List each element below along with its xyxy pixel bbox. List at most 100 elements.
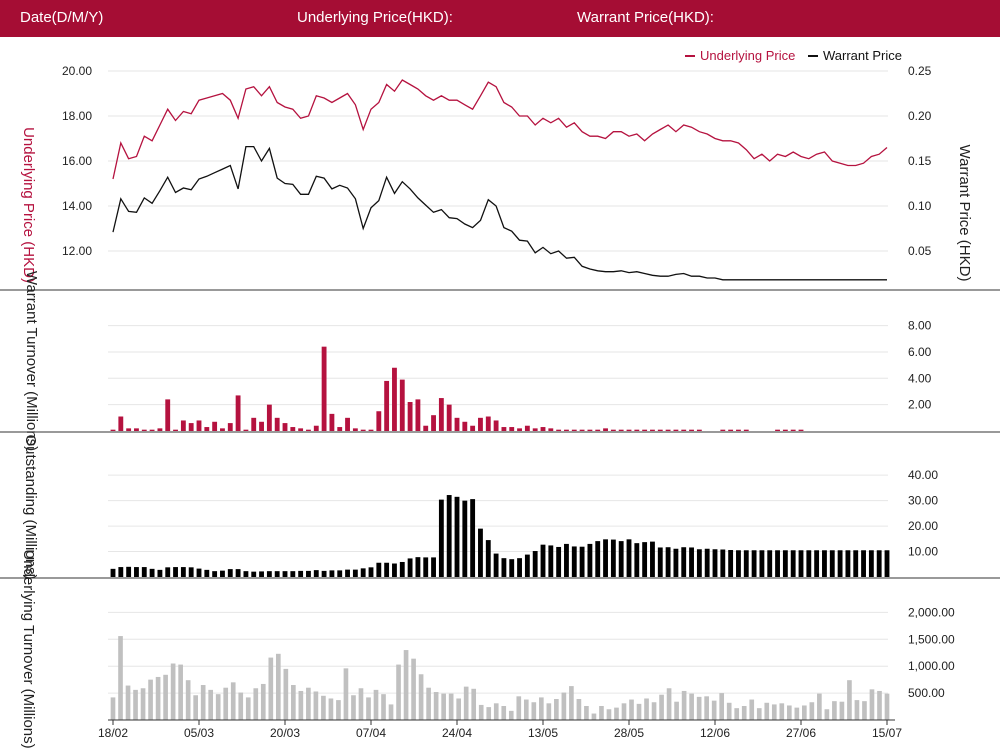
underlying-turnover-bar [854, 700, 860, 720]
y-tick-label: 2,000.00 [908, 605, 955, 619]
warrant-turnover-bar [196, 420, 202, 431]
underlying-turnover-bar [802, 705, 807, 720]
underlying-turnover-bar [441, 693, 446, 720]
x-tick-label: 15/07 [872, 726, 902, 740]
underlying-turnover-bar [260, 683, 266, 720]
warrant-turnover-bar [603, 428, 608, 431]
outstanding-bar [767, 550, 773, 577]
outstanding-bar [384, 562, 390, 577]
warrant-turnover-bar [337, 427, 343, 431]
outstanding-bar [837, 550, 843, 577]
warrant-turnover-bar [431, 415, 436, 431]
warrant-turnover-bar [438, 398, 444, 431]
underlying-turnover-bar [133, 689, 138, 720]
price-panel-grid [108, 70, 888, 252]
underlying-turnover-bar [659, 694, 664, 720]
warrant-turnover-bar [141, 429, 147, 431]
outstanding-bar [376, 562, 382, 577]
outstanding-bar [681, 547, 687, 577]
underlying-turnover-bar [200, 685, 206, 720]
warrant-turnover-bar [399, 379, 405, 431]
warrant-price-axis: 0.05 0.10 0.15 0.20 0.25 [908, 64, 932, 258]
underlying-turnover-bar [306, 687, 311, 720]
warrant-turnover-bar [204, 427, 210, 431]
outstanding-bar [360, 568, 366, 577]
outstanding-bar [220, 570, 225, 577]
underlying-turnover-bar [756, 708, 762, 720]
underlying-turnover-bar [275, 653, 281, 720]
underlying-turnover-bar [148, 679, 153, 720]
warrant-turnover-bar [266, 404, 272, 431]
underlying-turnover-bar [351, 695, 356, 720]
warrant-turnover-bar [251, 417, 257, 431]
outstanding-bar [118, 567, 124, 577]
warrant-turnover-axis: 2.00 4.00 6.00 8.00 [908, 319, 932, 412]
underlying-turnover-bar [704, 696, 709, 720]
underlying-turnover-bar [501, 706, 507, 720]
warrant-turnover-bar [180, 420, 186, 431]
outstanding-bar [673, 548, 679, 577]
warrant-turnover-bar [556, 429, 562, 431]
warrant-turnover-bar [118, 416, 124, 431]
x-tick-label: 20/03 [270, 726, 300, 740]
warrant-price-label: Warrant Price(HKD): [577, 9, 714, 26]
underlying-turnover-bar [621, 703, 627, 720]
underlying-turnover-axis: 500.00 1,000.00 1,500.00 2,000.00 [908, 605, 955, 700]
underlying-turnover-bar [546, 703, 552, 720]
x-tick-label: 27/06 [786, 726, 816, 740]
underlying-turnover-bar [110, 697, 116, 720]
underlying-turnover-bar [396, 664, 401, 720]
underlying-turnover-bar [516, 696, 522, 720]
outstanding-bar [845, 550, 851, 577]
warrant-turnover-bar [587, 429, 593, 431]
underlying-turnover-bar [741, 706, 747, 720]
outstanding-bar [165, 567, 171, 577]
underlying-turnover-bar [471, 688, 477, 720]
outstanding-bar [298, 570, 304, 577]
warrant-turnover-bar [423, 425, 429, 431]
underlying-turnover-bar [719, 693, 725, 720]
outstanding-bar [814, 550, 820, 577]
underlying-turnover-bar [561, 692, 567, 720]
underlying-turnover-bar [208, 689, 214, 720]
underlying-turnover-bar [681, 690, 687, 720]
warrant-turnover-bar [298, 428, 304, 431]
outstanding-bar [470, 499, 476, 577]
warrant-turnover-bar [493, 420, 499, 431]
outstanding-bar [290, 571, 296, 577]
underlying-turnover-bar [321, 695, 326, 720]
warrant-turnover-bar [532, 428, 538, 431]
warrant-turnover-bar [345, 417, 350, 431]
outstanding-bar [259, 571, 264, 577]
underlying-turnover-bar [809, 702, 815, 720]
warrant-turnover-bar [524, 425, 530, 431]
outstanding-bar [806, 550, 812, 577]
underlying-turnover-bar [155, 676, 161, 720]
warrant-turnover-bar [384, 380, 390, 431]
outstanding-bar [345, 569, 350, 577]
outstanding-bar [712, 549, 718, 577]
outstanding-bar [603, 539, 608, 577]
underlying-turnover-bar [531, 702, 537, 720]
warrant-turnover-bar [689, 429, 694, 431]
outstanding-bar [571, 546, 577, 577]
underlying-turnover-bar [508, 710, 514, 720]
warrant-turnover-bar [110, 429, 116, 431]
warrant-turnover-bar [274, 417, 280, 431]
outstanding-bar [501, 558, 507, 577]
underlying-turnover-bar [726, 702, 732, 720]
y-tick-label: 500.00 [908, 686, 945, 700]
outstanding-bar [431, 557, 436, 577]
outstanding-bar [759, 550, 765, 577]
underlying-turnover-bar [215, 694, 221, 720]
outstanding-bar [556, 546, 562, 577]
warrant-turnover-bar [157, 428, 163, 431]
outstanding-bar [399, 561, 405, 577]
underlying-turnover-bar [539, 697, 544, 720]
outstanding-bar [532, 551, 538, 577]
outstanding-bar [517, 558, 522, 577]
y-tick-label: 16.00 [62, 154, 92, 168]
outstanding-bar [149, 568, 155, 577]
warrant-turnover-bar [564, 429, 569, 431]
underlying-turnover-bar [554, 699, 559, 720]
